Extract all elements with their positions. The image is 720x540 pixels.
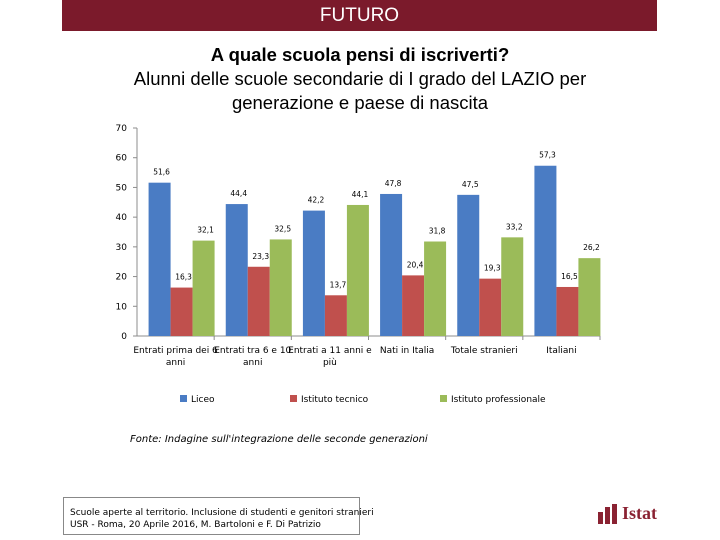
istat-logo-icon [598,504,617,524]
y-tick-label: 30 [116,243,128,253]
legend-swatch [440,395,447,402]
data-label: 42,2 [308,196,325,205]
bar [269,239,292,336]
data-label: 23,3 [252,252,269,261]
bar [324,295,347,336]
source-note: Fonte: Indagine sull'integrazione delle … [130,434,428,445]
header-bar: FUTURO [62,0,657,31]
y-tick-label: 70 [116,124,128,134]
chart-title: A quale scuola pensi di iscriverti? Alun… [90,43,630,115]
x-category-label: più [323,358,337,368]
x-category-label: Nati in Italia [380,346,434,356]
footer-box: Scuole aperte al territorio. Inclusione … [63,497,374,535]
data-label: 47,5 [462,180,479,189]
bar [170,287,193,336]
bar [578,258,601,336]
data-label: 57,3 [539,151,556,160]
y-tick-label: 10 [116,302,128,312]
legend-label: Istituto professionale [451,395,546,405]
data-label: 13,7 [330,280,347,289]
x-category-label: anni [243,358,262,368]
y-tick-label: 40 [116,213,128,223]
y-tick-label: 50 [116,183,128,193]
x-category-label: Entrati tra 6 e 10 [214,346,291,356]
y-tick-label: 0 [121,332,127,342]
data-label: 32,5 [274,224,291,233]
footer-line-1: Scuole aperte al territorio. Inclusione … [70,508,374,518]
bar [556,286,579,336]
bar [225,204,248,336]
bar [424,241,447,336]
x-category-label: Entrati prima dei 6 [133,346,218,356]
legend-label: Istituto tecnico [301,395,369,405]
bar [479,278,502,336]
y-tick-label: 60 [116,154,128,164]
bar [247,266,270,336]
y-tick-label: 20 [116,273,128,283]
chart-title-line1: A quale scuola pensi di iscriverti? [210,44,510,65]
bar [457,194,480,336]
data-label: 47,8 [385,179,402,188]
istat-logo: Istat [598,502,688,526]
data-label: 19,3 [484,264,501,273]
x-category-label: Italiani [546,346,576,356]
data-label: 51,6 [153,168,170,177]
x-category-label: Totale stranieri [450,346,518,356]
data-label: 20,4 [407,260,424,269]
bar [534,165,557,336]
bar [346,204,369,336]
istat-logo-text: Istat [622,503,657,523]
data-label: 31,8 [429,227,446,236]
data-label: 16,5 [561,272,578,281]
chart-title-line2: Alunni delle scuole secondarie di I grad… [133,68,587,113]
bar [148,182,171,336]
data-label: 44,1 [352,190,369,199]
footer-line-2: USR - Roma, 20 Aprile 2016, M. Bartoloni… [70,520,321,530]
data-label: 32,1 [197,226,214,235]
legend-swatch [180,395,187,402]
x-category-label: anni [166,358,185,368]
data-label: 33,2 [506,222,523,231]
data-label: 44,4 [230,189,247,198]
bar [501,237,524,336]
bar [192,240,215,336]
data-label: 16,3 [175,273,192,282]
header-title: FUTURO [319,5,400,26]
bar [402,275,425,336]
legend-swatch [290,395,297,402]
x-category-label: Entrati a 11 anni e [288,346,372,356]
bar [380,193,403,336]
legend-label: Liceo [191,395,215,405]
bar [302,210,325,336]
data-label: 26,2 [583,243,600,252]
